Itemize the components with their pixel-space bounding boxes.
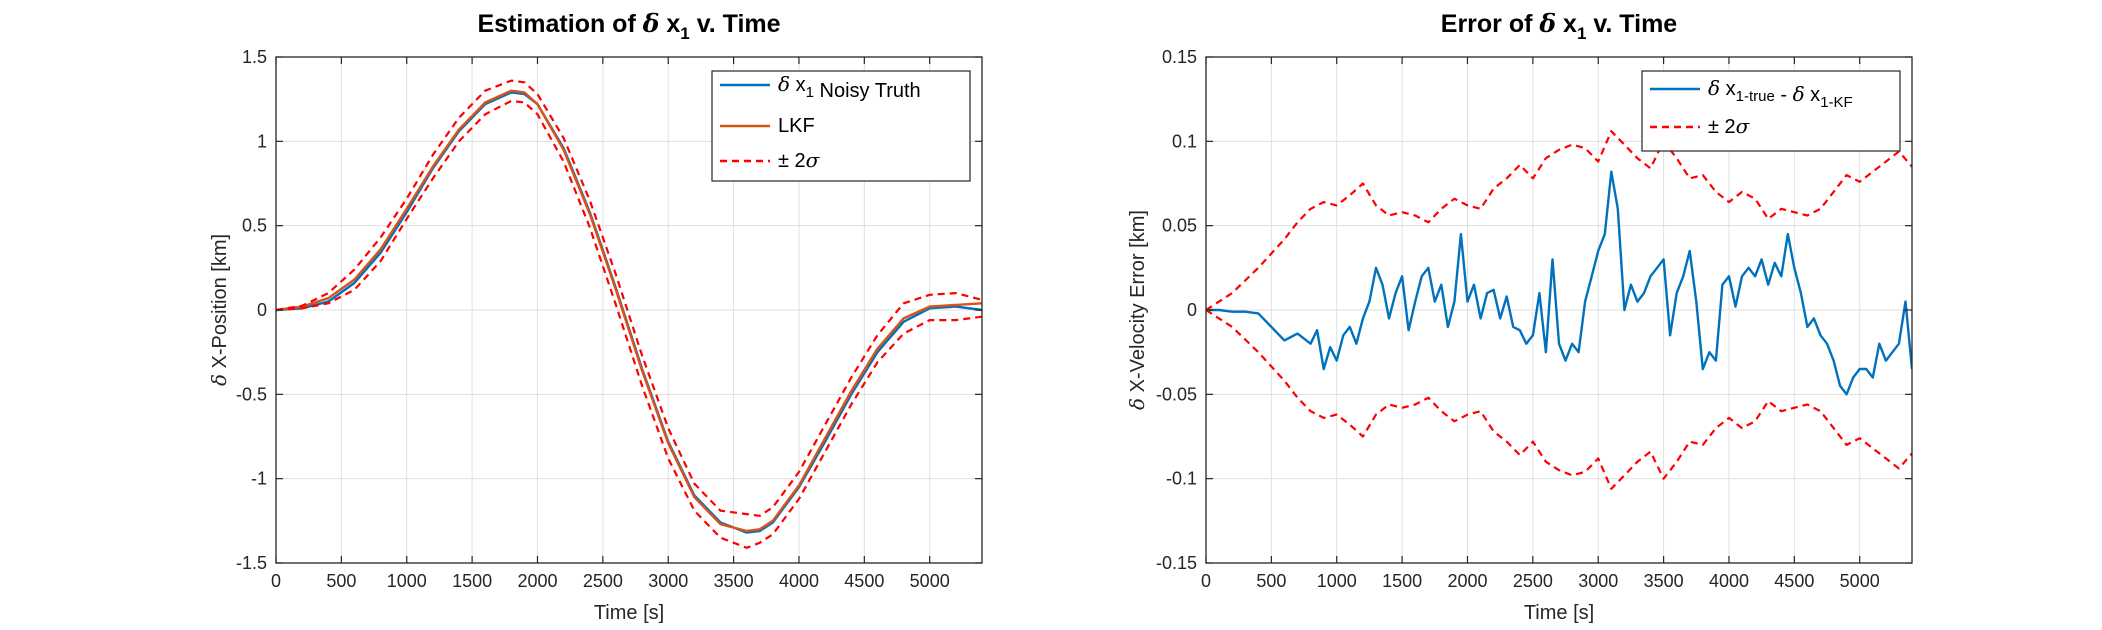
x-tick-label: 2500 [583,571,623,591]
x-tick-label: 1500 [1382,571,1422,591]
series-group [1206,130,1912,490]
legend-label-lkf: LKF [778,115,815,137]
legend-label-bound: ± 2σ [1708,114,1751,138]
y-tick-label: 0 [1187,300,1197,320]
x-tick-label: 3000 [648,571,688,591]
y-tick-label: 1.5 [242,47,267,67]
x-tick-label: 0 [1201,571,1211,591]
y-tick-label: 0.5 [242,216,267,236]
x-tick-label: 3500 [1644,571,1684,591]
chart-panel-1: 0 500 1000 1500 2000 2500 3000 3500 4000 4500 5000… [207,9,983,624]
x-tick-label: 4000 [1709,571,1749,591]
x-tick-label: 1500 [452,571,492,591]
y-tick-label: 1 [257,131,267,151]
legend: δ x1 Noisy Truth LKF ± 2σ [711,70,971,182]
x-axis-label: Time [s] [1524,602,1594,624]
x-axis-label: Time [s] [594,602,664,624]
x-tick-label: 500 [1256,571,1286,591]
y-tick-label: 0.15 [1162,47,1197,67]
y-tick-label: -0.1 [1166,469,1197,489]
y-tick-label: -0.05 [1156,384,1197,404]
x-tick-label: 4500 [844,571,884,591]
x-tick-label: 1000 [1317,571,1357,591]
y-tick-label: -0.5 [236,384,267,404]
series-line-bound-lower [276,99,982,549]
x-tick-label: 4500 [1774,571,1814,591]
legend-label-truth: δ x1-true - δ x1-KF [1708,76,1853,111]
series-line-truth [1206,170,1912,396]
series-line-bound-lower [1206,309,1912,490]
chart-title: Error of δ x1 v. Time [1441,9,1678,43]
x-tick-label: 0 [271,571,281,591]
series-line-bound-upper [1206,130,1912,311]
y-tick-label: -0.15 [1156,553,1197,573]
x-tick-label: 2000 [517,571,557,591]
series-line-bound-upper [276,79,982,517]
legend: δ x1-true - δ x1-KF ± 2σ [1641,70,1901,152]
y-axis-label: δ X-Position [km] [207,234,231,386]
x-tick-label: 4000 [779,571,819,591]
y-axis-label: δ X-Velocity Error [km] [1125,210,1149,410]
x-tick-label: 500 [326,571,356,591]
y-tick-label: 0 [257,300,267,320]
x-tick-label: 2000 [1447,571,1487,591]
series-group [276,79,982,549]
y-tick-label: 0.05 [1162,216,1197,236]
legend-box [1641,70,1901,152]
y-tick-label: 0.1 [1172,131,1197,151]
series-line-lkf [276,89,982,533]
y-tick-label: -1 [251,469,267,489]
grid-lines [276,57,982,563]
x-tick-label: 3000 [1578,571,1618,591]
x-tick-label: 3500 [714,571,754,591]
x-tick-label: 2500 [1513,571,1553,591]
y-tick-label: -1.5 [236,553,267,573]
x-tick-label: 1000 [387,571,427,591]
x-tick-label: 5000 [910,571,950,591]
chart-panel-2: 0 500 1000 1500 2000 2500 3000 3500 4000 4500 5000… [1125,9,1913,624]
x-tick-label: 5000 [1840,571,1880,591]
legend-label-truth: δ x1 Noisy Truth [778,72,921,102]
legend-label-bound: ± 2σ [778,148,821,172]
chart-title: Estimation of δ x1 v. Time [477,9,780,43]
